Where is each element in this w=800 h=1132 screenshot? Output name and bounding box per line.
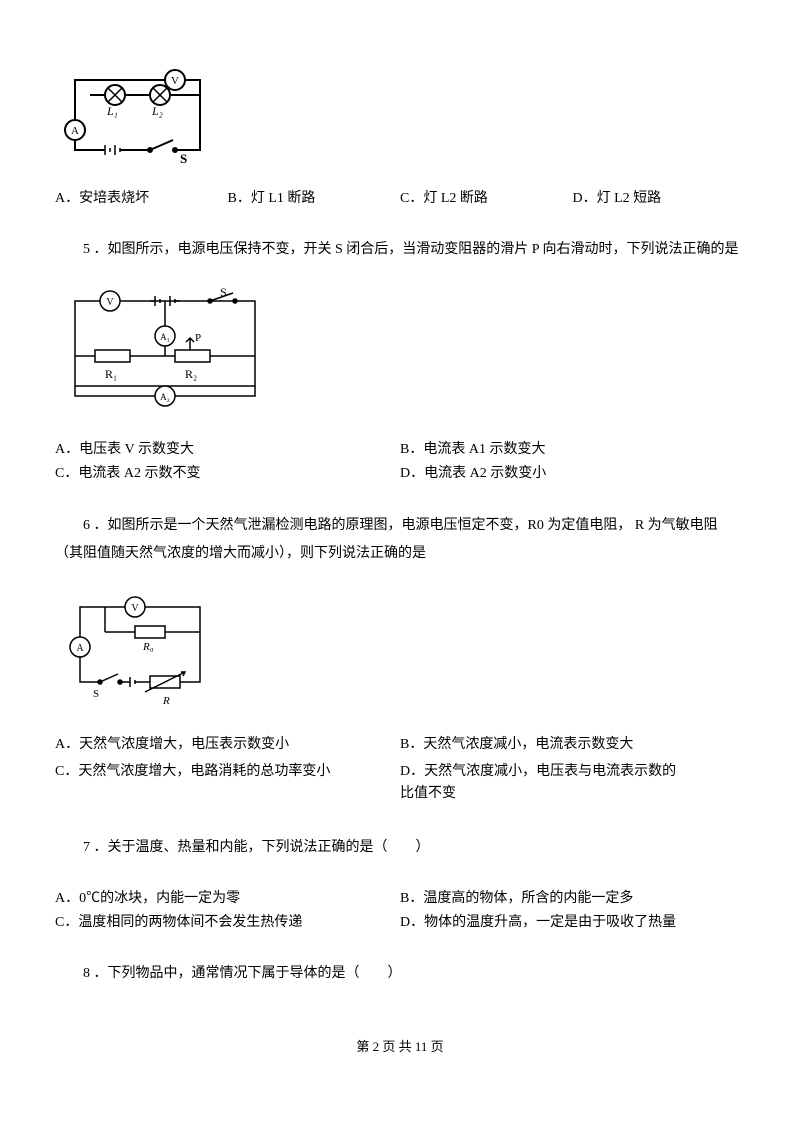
- svg-text:A₂: A₂: [160, 392, 170, 402]
- q6-circuit-figure: V A R₀ R S: [55, 592, 745, 712]
- q7-options: A．0℃的冰块，内能一定为零 B．温度高的物体，所含的内能一定多 C．温度相同的…: [55, 885, 745, 933]
- q7-optC: C．温度相同的两物体间不会发生热传递: [55, 909, 400, 933]
- q5-stem: 5 ．如图所示，电源电压保持不变，开关 S 闭合后，当滑动变阻器的滑片 P 向右…: [55, 237, 745, 262]
- svg-text:A: A: [71, 125, 79, 137]
- q7-optD: D．物体的温度升高，一定是由于吸收了热量: [400, 909, 745, 933]
- q5-optA: A．电压表 V 示数变大: [55, 436, 400, 460]
- page-footer: 第 2 页 共 11 页: [55, 1036, 745, 1055]
- q6-optC: C．天然气浓度增大，电路消耗的总功率变小: [55, 759, 400, 808]
- q4-circuit-figure: V A L₁ L₂ S: [55, 65, 745, 165]
- svg-text:R₀: R₀: [142, 641, 154, 653]
- q5-circuit-figure: V A₁ A₂ R₁ R₂ P S: [55, 286, 745, 416]
- svg-text:A: A: [76, 643, 84, 654]
- svg-text:S: S: [220, 286, 227, 299]
- q4-optD: D．灯 L2 短路: [573, 185, 746, 209]
- q6-optA: A．天然气浓度增大，电压表示数变小: [55, 732, 400, 758]
- q4-optC: C．灯 L2 断路: [400, 185, 573, 209]
- svg-text:V: V: [106, 297, 114, 308]
- q5-optB: B．电流表 A1 示数变大: [400, 436, 745, 460]
- svg-text:L₁: L₁: [106, 104, 118, 118]
- q5-optC: C．电流表 A2 示数不变: [55, 460, 400, 484]
- svg-text:V: V: [171, 75, 179, 87]
- svg-text:L₂: L₂: [151, 104, 163, 118]
- q7-stem: 7 ．关于温度、热量和内能，下列说法正确的是（ ）: [55, 835, 745, 860]
- svg-text:S: S: [180, 151, 187, 165]
- q7-optB: B．温度高的物体，所含的内能一定多: [400, 885, 745, 909]
- q5-options: A．电压表 V 示数变大 B．电流表 A1 示数变大 C．电流表 A2 示数不变…: [55, 436, 745, 484]
- svg-text:R₂: R₂: [185, 367, 197, 381]
- q6-optB: B．天然气浓度减小，电流表示数变大: [400, 732, 745, 758]
- q6-options: A．天然气浓度增大，电压表示数变小 B．天然气浓度减小，电流表示数变大 C．天然…: [55, 732, 745, 807]
- svg-text:P: P: [195, 332, 201, 344]
- svg-text:V: V: [131, 603, 139, 614]
- q4-optA: A．安培表烧坏: [55, 185, 228, 209]
- svg-text:S: S: [93, 688, 99, 700]
- q6-stem: 6 ．如图所示是一个天然气泄漏检测电路的原理图，电源电压恒定不变，R0 为定值电…: [55, 512, 745, 568]
- q8-stem: 8 ．下列物品中，通常情况下属于导体的是（ ）: [55, 961, 745, 986]
- svg-text:R₁: R₁: [105, 367, 117, 381]
- svg-text:A₁: A₁: [160, 332, 170, 342]
- q4-optB: B．灯 L1 断路: [228, 185, 401, 209]
- q7-optA: A．0℃的冰块，内能一定为零: [55, 885, 400, 909]
- svg-text:R: R: [162, 695, 170, 707]
- q6-optD: D．天然气浓度减小，电压表与电流表示数的比值不变: [400, 759, 745, 808]
- q5-optD: D．电流表 A2 示数变小: [400, 460, 745, 484]
- q4-options: A．安培表烧坏 B．灯 L1 断路 C．灯 L2 断路 D．灯 L2 短路: [55, 185, 745, 209]
